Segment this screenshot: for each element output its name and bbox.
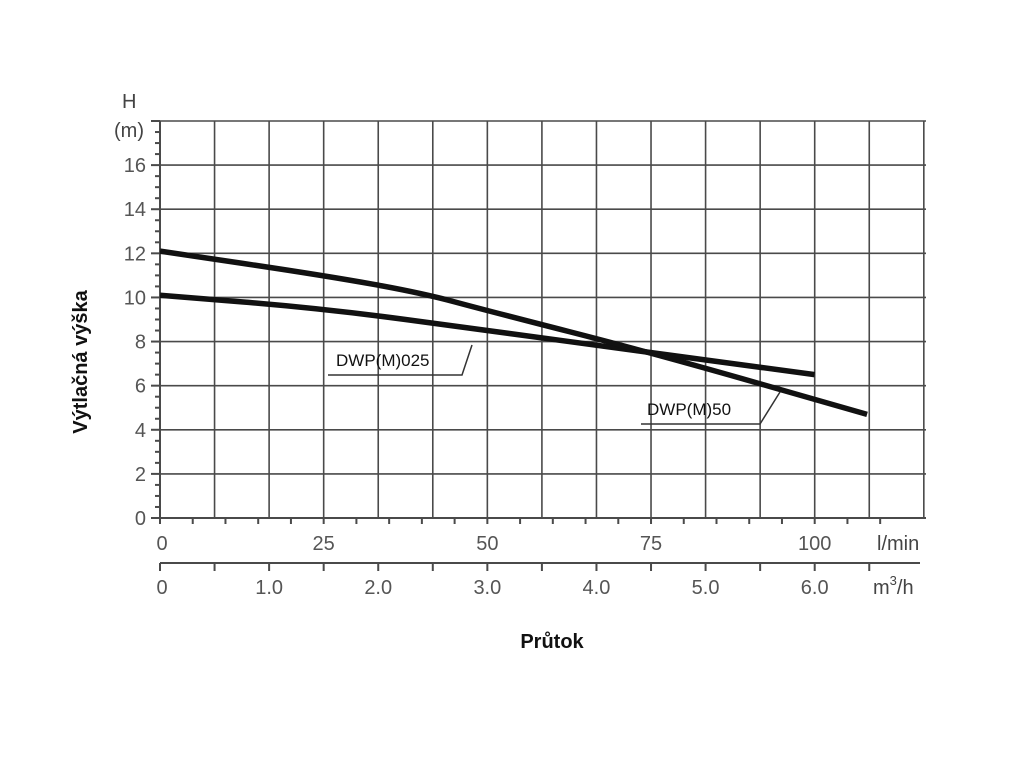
y-tick-label: 2 <box>135 464 146 486</box>
x-secondary-tick-label: 4.0 <box>583 577 611 599</box>
x-unit-m3h-tail: /h <box>897 577 914 599</box>
x-tick-label: 50 <box>476 533 498 555</box>
x-secondary-tick-label: 3.0 <box>473 577 501 599</box>
y-tick-label: 0 <box>135 508 146 530</box>
x-tick-label: 25 <box>313 533 335 555</box>
y-unit-symbol: H <box>122 91 136 113</box>
y-tick-label: 14 <box>124 199 146 221</box>
leader-dwp-m-025 <box>328 344 473 376</box>
series-label-dwp-m-025: DWP(M)025 <box>336 351 430 370</box>
x-tick-label: 75 <box>640 533 662 555</box>
y-axis-title: Výtlačná výška <box>70 289 92 433</box>
y-tick-label: 10 <box>124 287 146 309</box>
label-leaders <box>328 344 781 425</box>
y-tick-label: 6 <box>135 376 146 398</box>
grid <box>160 120 926 518</box>
x-tick-labels-lmin: 0 25 50 75 100 <box>156 533 831 555</box>
y-unit: (m) <box>114 120 144 142</box>
x-tick-label: 0 <box>156 533 167 555</box>
x-unit-m3h: m3/h <box>873 573 914 599</box>
axes <box>151 120 926 571</box>
y-tick-label: 8 <box>135 332 146 354</box>
x-unit-m3h-sup: 3 <box>890 573 897 588</box>
x-secondary-tick-label: 2.0 <box>364 577 392 599</box>
y-tick-label: 4 <box>135 420 146 442</box>
x-secondary-tick-label: 6.0 <box>801 577 829 599</box>
x-unit-lmin: l/min <box>877 533 919 555</box>
y-tick-labels: 0 2 4 6 8 10 12 14 16 <box>124 155 146 530</box>
y-tick-label: 12 <box>124 243 146 265</box>
x-unit-m3h-base: m <box>873 577 890 599</box>
y-tick-label: 16 <box>124 155 146 177</box>
x-secondary-tick-label: 0 <box>156 577 167 599</box>
x-secondary-tick-label: 5.0 <box>692 577 720 599</box>
series-line-dwp-m-50 <box>159 248 868 417</box>
x-tick-label: 100 <box>798 533 831 555</box>
series-lines <box>159 248 868 417</box>
series-label-dwp-m-50: DWP(M)50 <box>647 400 731 419</box>
x-secondary-tick-label: 1.0 <box>255 577 283 599</box>
x-axis-title: Průtok <box>520 631 584 653</box>
leader-dwp-m-50 <box>641 391 781 425</box>
x-tick-labels-m3h: 0 1.0 2.0 3.0 4.0 5.0 6.0 <box>156 577 828 599</box>
